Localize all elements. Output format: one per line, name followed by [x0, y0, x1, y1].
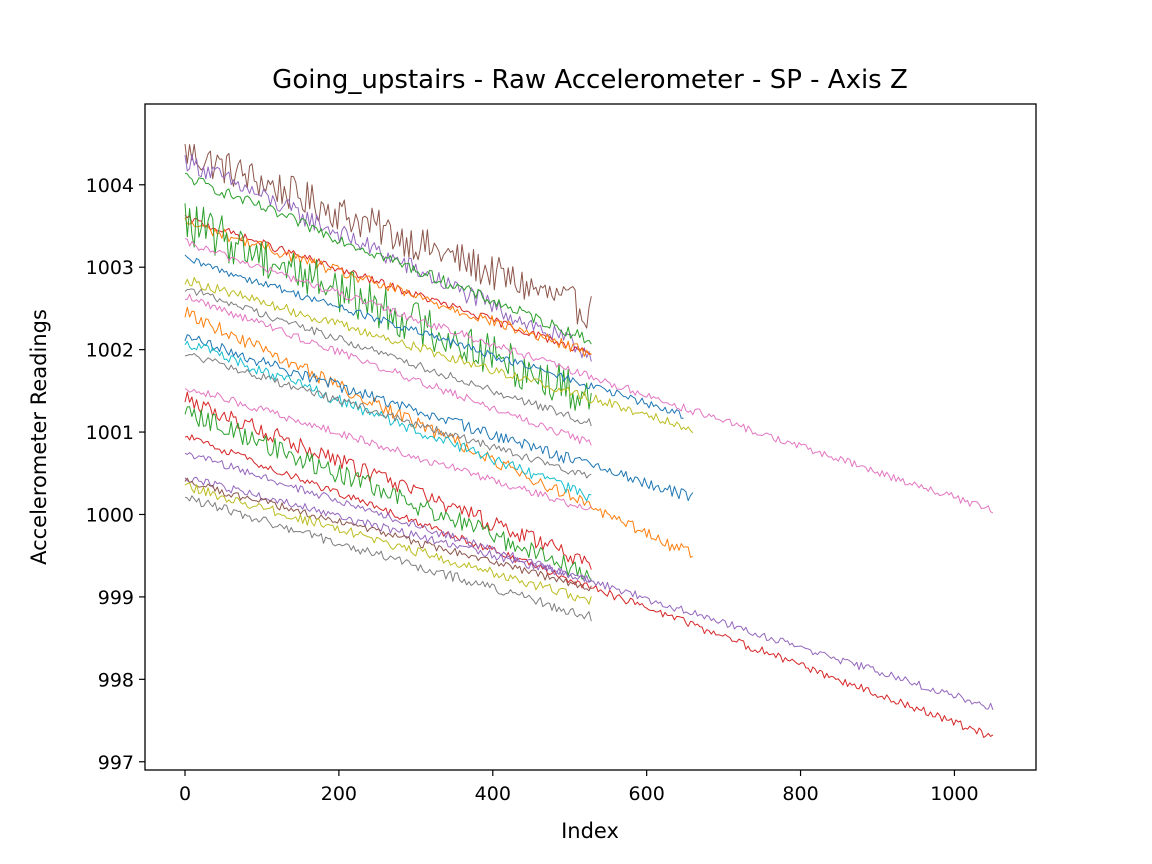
series-line	[184, 476, 592, 583]
series-line	[184, 172, 592, 345]
y-tick-label: 1004	[86, 175, 134, 197]
x-axis: 0 200 400 600 800 1000	[179, 770, 979, 805]
series-line	[184, 306, 694, 558]
x-tick-label: 200	[321, 783, 357, 805]
x-tick-label: 400	[475, 783, 511, 805]
series-line	[185, 293, 592, 446]
series-line	[184, 477, 592, 592]
y-tick-label: 997	[98, 752, 134, 774]
series-line	[184, 154, 592, 362]
y-tick-label: 1002	[86, 340, 134, 362]
series-line	[184, 482, 592, 605]
x-tick-label: 0	[179, 783, 191, 805]
plot-area	[144, 103, 1037, 771]
series-line	[184, 143, 592, 329]
series-line	[184, 495, 592, 622]
series-line	[184, 288, 592, 427]
x-axis-label: Index	[561, 819, 619, 843]
series-line	[184, 238, 994, 514]
series-line	[184, 214, 592, 355]
y-tick-label: 1001	[86, 422, 134, 444]
series-line	[184, 406, 592, 581]
series-line	[184, 334, 694, 502]
series-line	[184, 391, 592, 570]
x-tick-label: 1000	[930, 783, 978, 805]
series-line	[184, 388, 592, 511]
series-line	[184, 217, 592, 357]
series-line	[184, 353, 592, 479]
y-tick-label: 999	[98, 587, 134, 609]
chart-title: Going_upstairs - Raw Accelerometer - SP …	[272, 65, 908, 95]
y-axis: 997 998 999 1000 1001 1002 1003 1004	[86, 175, 145, 774]
x-tick-label: 600	[629, 783, 665, 805]
series-line	[184, 434, 994, 738]
y-tick-label: 1000	[86, 504, 134, 526]
y-tick-label: 998	[98, 669, 134, 691]
y-tick-label: 1003	[86, 257, 134, 279]
y-axis-label: Accelerometer Readings	[27, 309, 51, 565]
series-layer	[184, 143, 994, 738]
series-line	[184, 203, 592, 411]
x-tick-label: 800	[782, 783, 818, 805]
series-line	[184, 340, 592, 502]
series-line	[184, 277, 694, 434]
series-line	[184, 254, 684, 419]
plot-frame	[144, 103, 1037, 771]
